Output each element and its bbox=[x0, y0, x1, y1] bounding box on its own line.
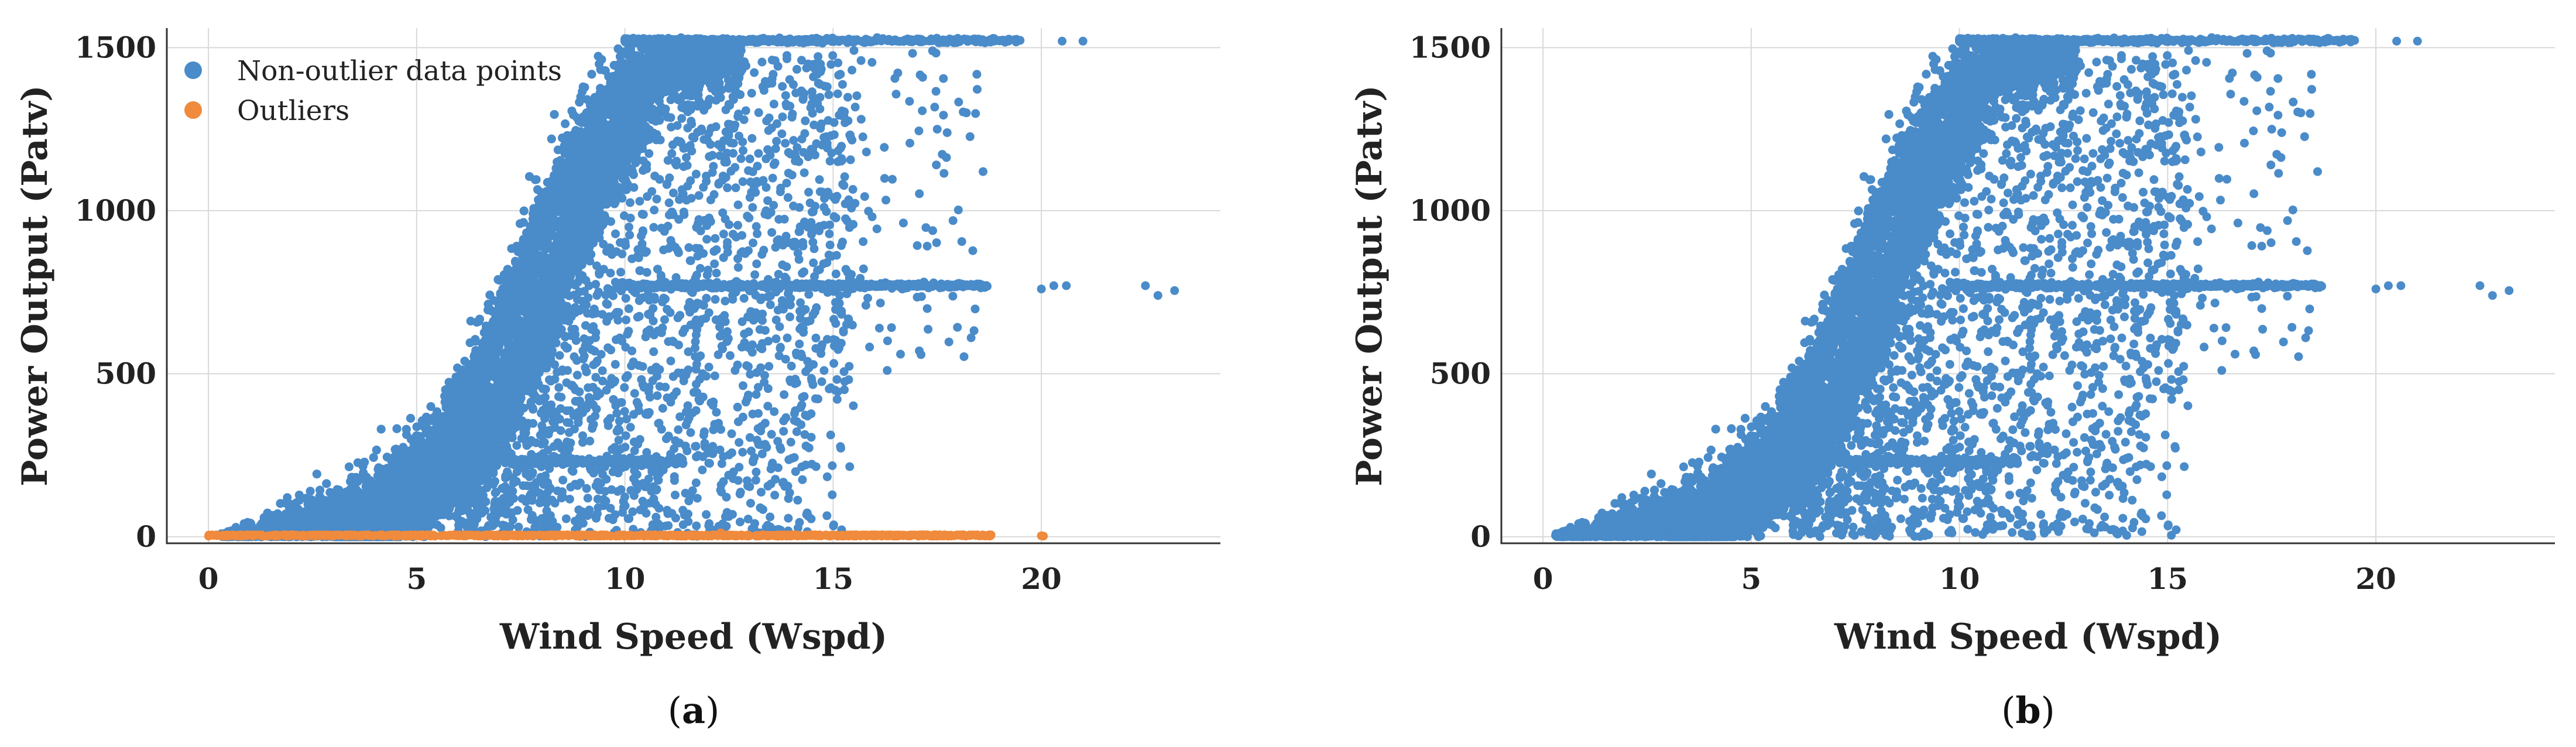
data-point bbox=[561, 119, 570, 128]
panel-a-points bbox=[204, 33, 1179, 542]
data-point bbox=[345, 462, 354, 471]
